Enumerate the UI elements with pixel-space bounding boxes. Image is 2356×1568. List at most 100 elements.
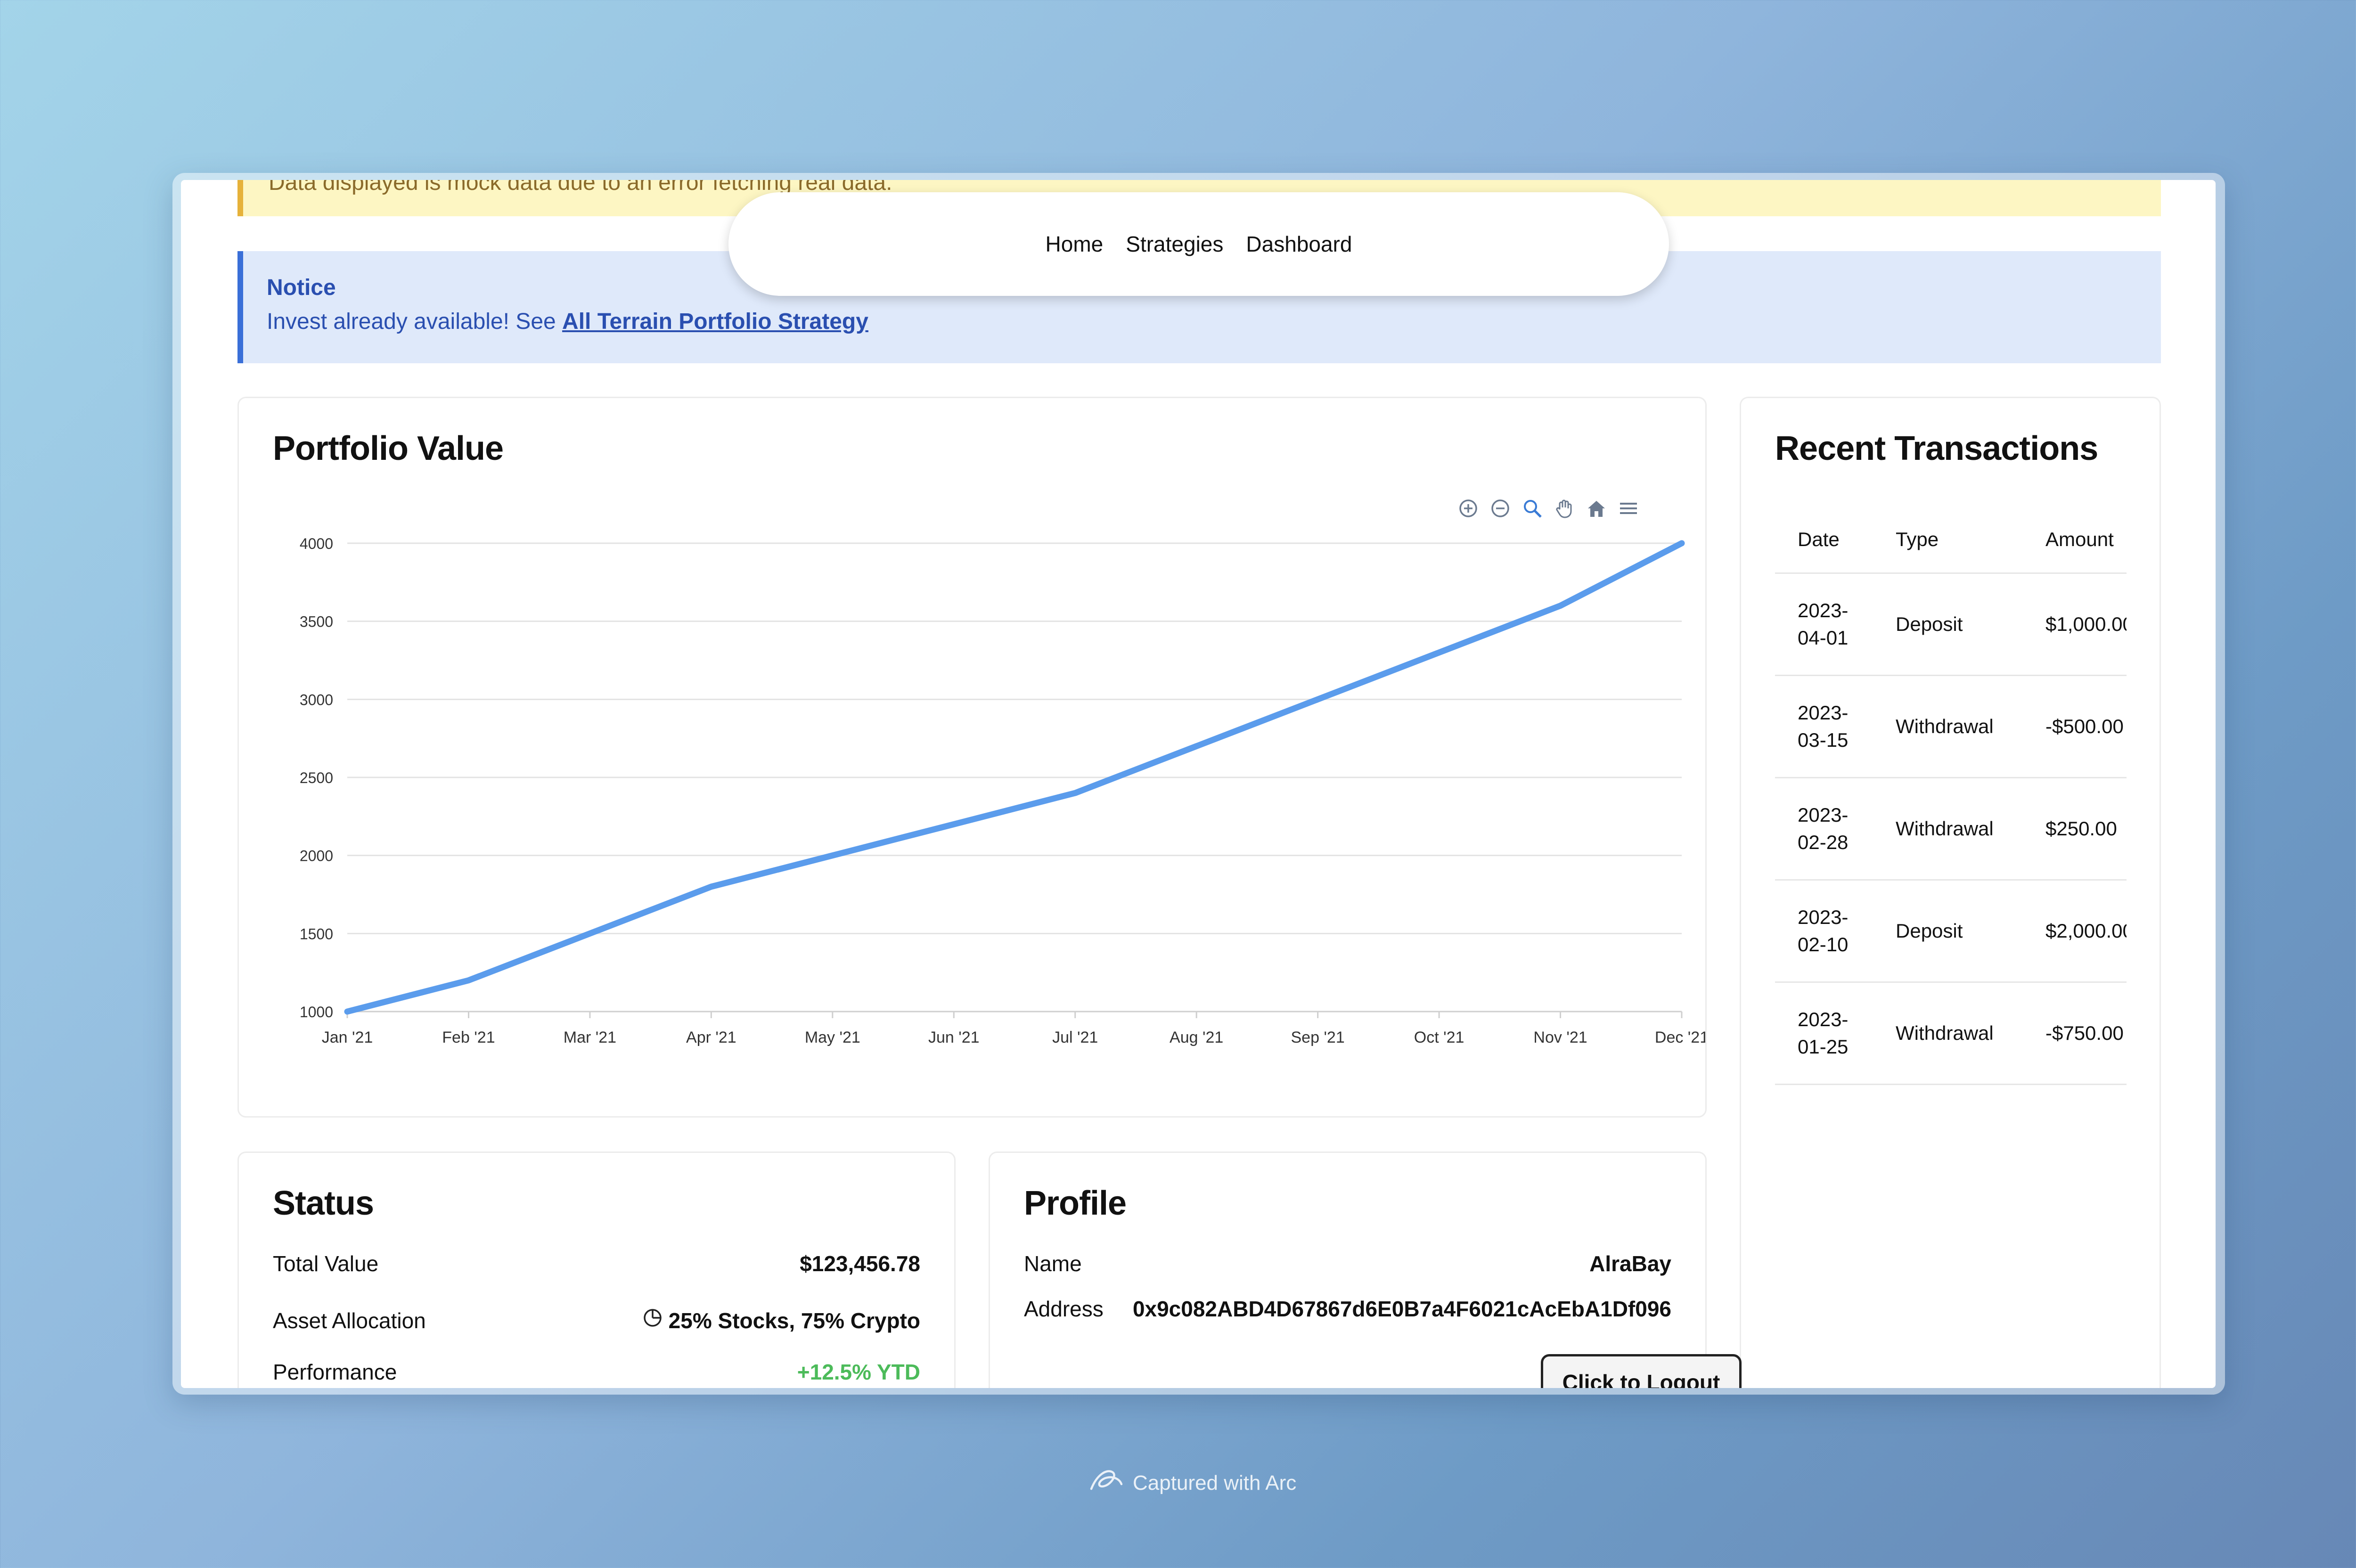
table-header-row: Date Type Amount xyxy=(1775,506,2127,574)
y-tick-label: 3000 xyxy=(300,691,333,708)
nav-home[interactable]: Home xyxy=(1045,232,1104,256)
col-header-amount: Amount xyxy=(2023,506,2127,574)
zoom-out-icon[interactable] xyxy=(1487,495,1514,522)
chart-toolbar xyxy=(1455,495,1642,522)
menu-icon[interactable] xyxy=(1615,495,1642,522)
tx-date: 2023- 01-25 xyxy=(1775,982,1873,1085)
y-tick-label: 1000 xyxy=(300,1004,333,1021)
tx-type: Deposit xyxy=(1873,573,2023,676)
y-tick-label: 4000 xyxy=(300,535,333,552)
performance-value: +12.5% YTD xyxy=(797,1360,920,1384)
x-tick-label: Feb '21 xyxy=(442,1029,495,1046)
y-tick-label: 1500 xyxy=(300,925,333,942)
x-tick-label: Mar '21 xyxy=(564,1029,616,1046)
table-row: 2023- 01-25 Withdrawal -$750.00 xyxy=(1775,982,2127,1085)
tx-type: Withdrawal xyxy=(1873,982,2023,1085)
tx-date: 2023- 03-15 xyxy=(1775,675,1873,778)
tx-amount: $2,000.00 xyxy=(2023,880,2127,983)
performance-label: Performance xyxy=(273,1360,397,1384)
x-tick-label: May '21 xyxy=(805,1029,860,1046)
tx-amount: -$750.00 xyxy=(2023,982,2127,1085)
notice-body: Invest already available! See All Terrai… xyxy=(267,309,868,335)
x-tick-label: Dec '21 xyxy=(1655,1029,1705,1046)
zoom-select-icon[interactable] xyxy=(1519,495,1546,522)
arc-logo-icon xyxy=(1088,1465,1125,1501)
profile-name: AlraBay xyxy=(1589,1251,1671,1276)
zoom-in-icon[interactable] xyxy=(1455,495,1482,522)
arc-caption: Captured with Arc xyxy=(1088,1465,1296,1501)
col-header-type: Type xyxy=(1873,506,2023,574)
x-tick-label: Sep '21 xyxy=(1291,1029,1345,1046)
status-card: Status Total Value $123,456.78 Asset All… xyxy=(237,1152,956,1388)
portfolio-value-title: Portfolio Value xyxy=(273,430,504,467)
asset-allocation-value: 25% Stocks, 75% Crypto xyxy=(642,1307,920,1333)
asset-allocation-text: 25% Stocks, 75% Crypto xyxy=(668,1308,920,1333)
y-tick-label: 2000 xyxy=(300,848,333,865)
recent-transactions-title: Recent Transactions xyxy=(1775,430,2098,467)
data-point xyxy=(832,855,833,856)
tx-date: 2023- 02-28 xyxy=(1775,777,1873,881)
table-row: 2023- 03-15 Withdrawal -$500.00 xyxy=(1775,675,2127,778)
tx-date: 2023- 02-10 xyxy=(1775,880,1873,983)
series-line xyxy=(344,540,1685,1015)
total-value-row: Total Value $123,456.78 xyxy=(273,1251,920,1276)
table-row: 2023- 02-28 Withdrawal $250.00 xyxy=(1775,777,2127,881)
profile-title: Profile xyxy=(1024,1184,1127,1222)
transactions-table: Date Type Amount 2023- 04-01 Deposit $1,0… xyxy=(1775,506,2127,1085)
x-tick-label: Nov '21 xyxy=(1533,1029,1587,1046)
name-label: Name xyxy=(1024,1251,1082,1276)
x-tick-label: Jan '21 xyxy=(322,1029,373,1046)
data-point xyxy=(1439,652,1440,653)
address-row: Address 0x9c082ABD4D67867d6E0B7a4F6021cA… xyxy=(1024,1296,1671,1322)
wallet-address: 0x9c082ABD4D67867d6E0B7a4F6021cAcEbA1Df0… xyxy=(1132,1297,1671,1321)
data-point xyxy=(953,824,955,825)
x-tick-label: Apr '21 xyxy=(686,1029,736,1046)
address-label: Address xyxy=(1024,1297,1104,1321)
data-point xyxy=(1681,543,1682,544)
all-terrain-strategy-link[interactable]: All Terrain Portfolio Strategy xyxy=(562,309,868,334)
performance-row: Performance +12.5% YTD xyxy=(273,1359,920,1385)
data-point xyxy=(1074,792,1076,794)
data-point xyxy=(711,886,712,887)
table-row: 2023- 04-01 Deposit $1,000.00 xyxy=(1775,573,2127,676)
col-header-date: Date xyxy=(1775,506,1873,574)
tx-amount: $250.00 xyxy=(2023,777,2127,881)
tx-type: Withdrawal xyxy=(1873,777,2023,881)
x-tick-label: Jun '21 xyxy=(928,1029,980,1046)
tx-type: Deposit xyxy=(1873,880,2023,983)
table-row: 2023- 02-10 Deposit $2,000.00 xyxy=(1775,880,2127,983)
notice-body-text: Invest already available! See xyxy=(267,309,563,334)
home-icon[interactable] xyxy=(1583,495,1610,522)
nav-strategies[interactable]: Strategies xyxy=(1126,232,1224,256)
status-title: Status xyxy=(273,1184,374,1222)
tx-date: 2023- 04-01 xyxy=(1775,573,1873,676)
x-tick-label: Jul '21 xyxy=(1052,1029,1098,1046)
arc-caption-text: Captured with Arc xyxy=(1133,1471,1297,1494)
top-navbar: Home Strategies Dashboard xyxy=(728,192,1669,296)
nav-dashboard[interactable]: Dashboard xyxy=(1246,232,1352,256)
logout-button[interactable]: Click to Logout xyxy=(1541,1354,1742,1388)
tx-amount: $1,000.00 xyxy=(2023,573,2127,676)
data-point xyxy=(347,1011,348,1012)
pan-icon[interactable] xyxy=(1551,495,1578,522)
data-point xyxy=(589,933,590,934)
name-row: Name AlraBay xyxy=(1024,1251,1671,1276)
total-value: $123,456.78 xyxy=(800,1251,920,1276)
tx-type: Withdrawal xyxy=(1873,675,2023,778)
data-point xyxy=(1317,699,1318,700)
tx-amount: -$500.00 xyxy=(2023,675,2127,778)
x-tick-label: Aug '21 xyxy=(1170,1029,1223,1046)
profile-card: Profile Name AlraBay Address 0x9c082ABD4… xyxy=(989,1152,1707,1388)
data-point xyxy=(468,980,469,981)
notice-title: Notice xyxy=(267,275,336,300)
asset-allocation-row: Asset Allocation 25% Stocks, 75% Crypto xyxy=(273,1307,920,1333)
y-tick-label: 2500 xyxy=(300,769,333,786)
y-tick-label: 3500 xyxy=(300,613,333,630)
data-point xyxy=(1196,745,1197,747)
page-viewport: Data displayed is mock data due to an er… xyxy=(181,180,2216,1388)
recent-transactions-card: Recent Transactions Date Type Amount 202… xyxy=(1740,397,2161,1388)
x-tick-label: Oct '21 xyxy=(1414,1029,1464,1046)
transactions-table-wrap: Date Type Amount 2023- 04-01 Deposit $1,0… xyxy=(1775,506,2127,1100)
asset-allocation-label: Asset Allocation xyxy=(273,1308,426,1333)
portfolio-line-chart: 1000 1500 2000 2500 3000 3500 4000 Jan '21 Feb '… xyxy=(300,535,1705,1046)
